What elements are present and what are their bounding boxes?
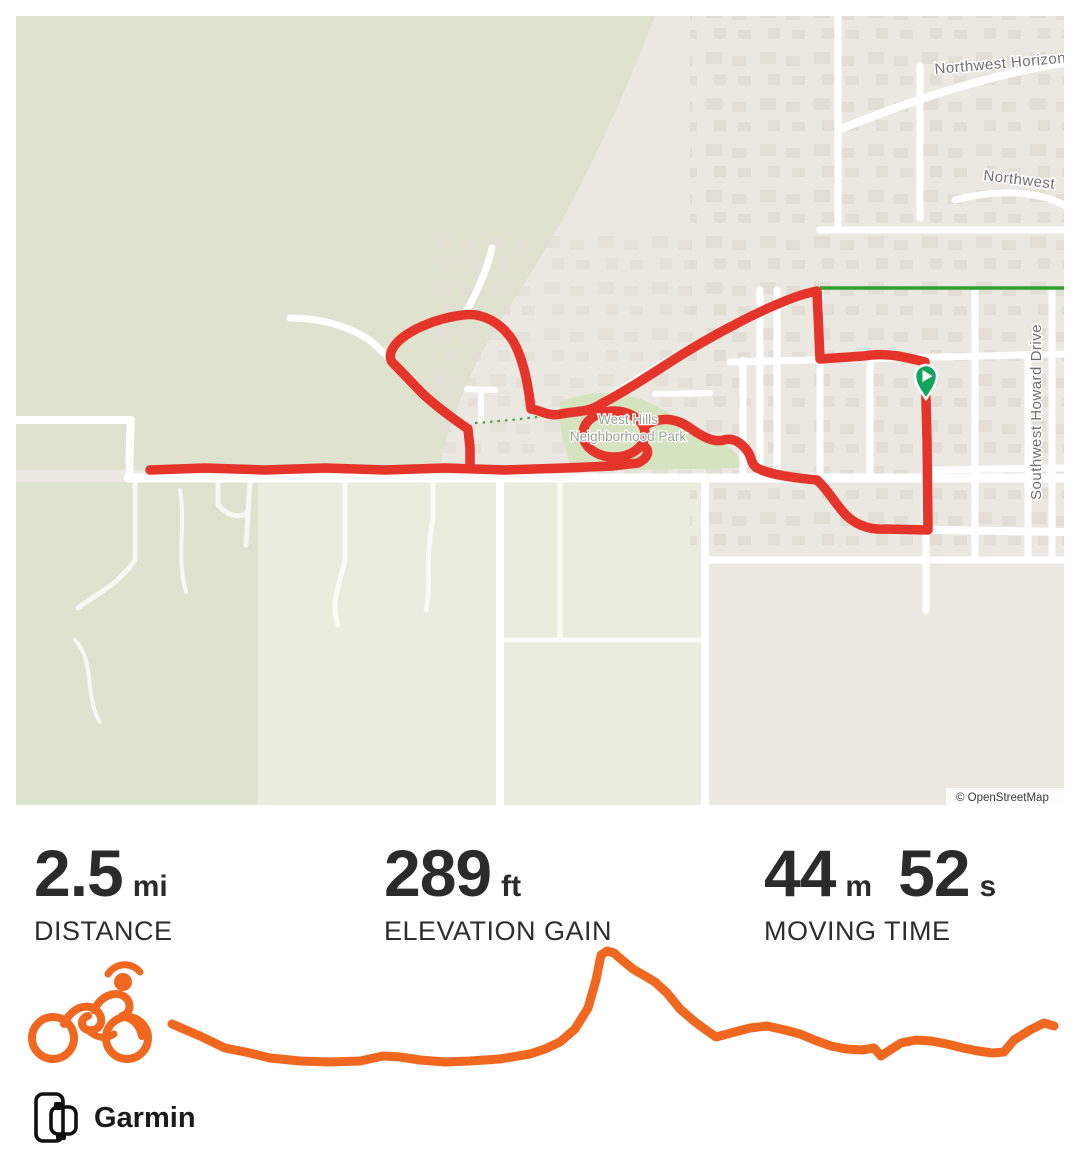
seconds-unit: s: [979, 870, 997, 903]
elevation-value: 289: [384, 836, 492, 910]
street-label-howard: Southwest Howard Drive: [1028, 324, 1045, 500]
map-canvas: Northwest Horizon Northwest Southwest Ho…: [16, 16, 1064, 805]
device-sync-icon: [34, 1092, 78, 1143]
source-name: Garmin: [94, 1101, 196, 1134]
distance-label: DISTANCE: [34, 916, 173, 946]
stat-distance: 2.5 mi DISTANCE: [34, 840, 173, 947]
minutes-value: 44: [764, 836, 836, 910]
distance-unit: mi: [132, 870, 168, 903]
seconds-value: 52: [898, 836, 970, 910]
data-source: Garmin: [32, 1090, 196, 1146]
elevation-unit: ft: [501, 870, 522, 903]
map-attribution[interactable]: © OpenStreetMap: [946, 788, 1064, 805]
stat-elevation-gain: 289 ft ELEVATION GAIN: [384, 840, 612, 947]
route-map[interactable]: Northwest Horizon Northwest Southwest Ho…: [16, 16, 1064, 805]
cyclist-glyph: [28, 961, 152, 1063]
gps-route: [145, 286, 933, 535]
elevation-profile-chart: [167, 946, 1059, 1067]
elevation-profile-line: [167, 946, 1059, 1067]
svg-text:© OpenStreetMap: © OpenStreetMap: [956, 792, 1049, 804]
minutes-unit: m: [845, 870, 873, 903]
cyclist-icon: [28, 961, 152, 1063]
forest-area: [16, 16, 655, 470]
elevation-label: ELEVATION GAIN: [384, 916, 613, 946]
park-label-line1: West Hills: [598, 412, 658, 427]
park-label-line2: Neighborhood Park: [570, 429, 687, 444]
start-marker-icon[interactable]: [913, 363, 939, 402]
field-area-bottom: [258, 482, 705, 805]
stat-moving-time: 44 m 52 s MOVING TIME: [764, 840, 996, 947]
distance-value: 2.5: [34, 836, 124, 910]
moving-time-label: MOVING TIME: [764, 916, 951, 946]
